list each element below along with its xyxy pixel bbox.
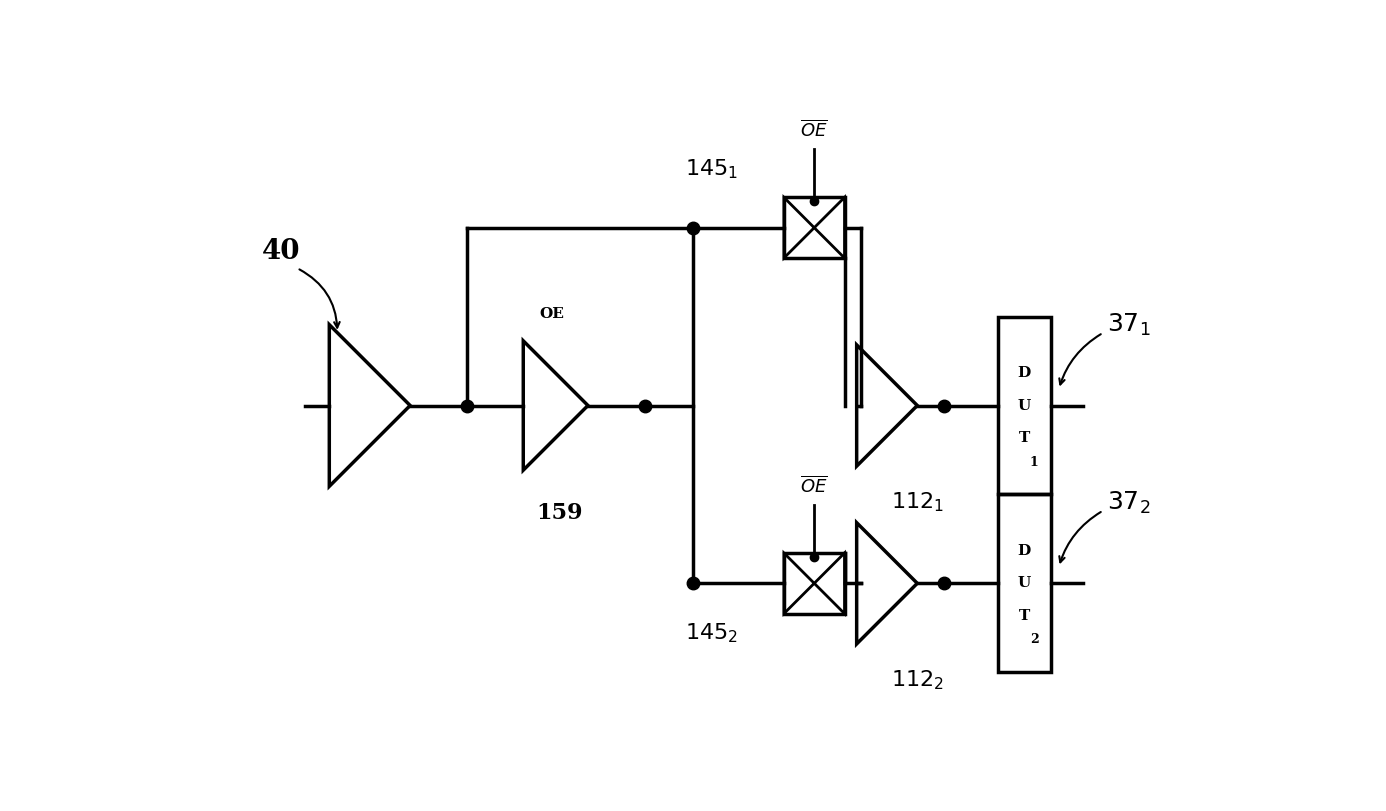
Text: $37_1$: $37_1$ [1107,311,1150,337]
Text: $37_2$: $37_2$ [1107,489,1150,516]
Bar [998,316,1051,495]
Text: 40: 40 [262,238,299,265]
Text: 2: 2 [1030,633,1038,646]
Text: $112_2$: $112_2$ [891,668,944,692]
Text: T: T [1019,431,1030,444]
Text: 1: 1 [1030,456,1038,469]
Text: $112_1$: $112_1$ [891,491,944,514]
Text: U: U [1017,577,1031,590]
Text: 159: 159 [536,503,584,525]
Text: D: D [1017,367,1031,380]
Bar [784,553,844,614]
Text: OE: OE [539,307,564,320]
Text: $\overline{OE}$: $\overline{OE}$ [801,120,827,141]
Bar [784,197,844,258]
Text: $\overline{OE}$: $\overline{OE}$ [801,475,827,496]
Bar [998,495,1051,672]
Text: D: D [1017,544,1031,558]
Text: U: U [1017,398,1031,413]
Text: $145_2$: $145_2$ [685,622,737,646]
Text: $145_1$: $145_1$ [685,157,737,181]
Text: T: T [1019,608,1030,623]
